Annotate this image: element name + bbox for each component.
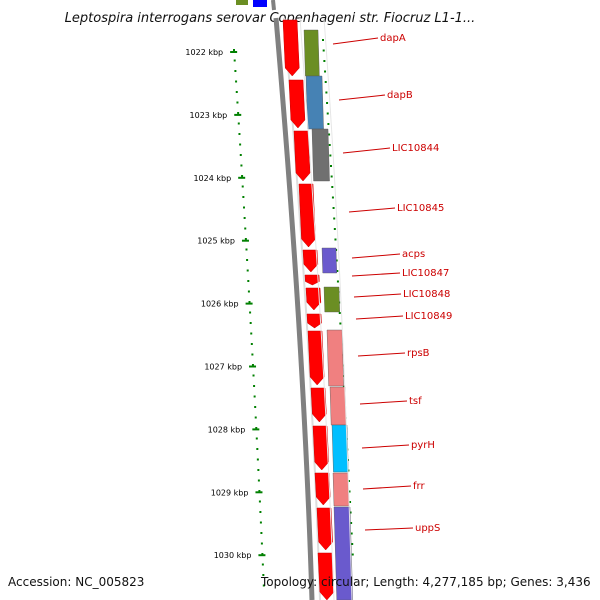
feature-track: [299, 17, 353, 600]
gene-label-lic10845[interactable]: LIC10845: [397, 203, 444, 214]
scale-tick-label: 1030 kbp: [214, 551, 252, 560]
gene-label-connector: [353, 293, 402, 298]
gene-label-rpsb[interactable]: rpsB: [407, 348, 430, 359]
backbone-ring: [273, 17, 315, 600]
feature-block-lic10848: [323, 286, 340, 313]
scale-tick-label: 1029 kbp: [211, 488, 249, 497]
feature-block-upps: [333, 506, 353, 600]
feature-block-pyrh: [331, 424, 349, 473]
scale-tick-label: 1025 kbp: [197, 237, 235, 246]
gene-label-lic10849[interactable]: LIC10849: [405, 311, 452, 322]
accession-text: Accession: NC_005823: [8, 575, 145, 589]
gene-label-upps[interactable]: uppS: [415, 523, 440, 534]
feature-block-dapa: [303, 29, 320, 77]
gene-label-connector: [355, 315, 404, 320]
feature-block-dapb: [305, 75, 324, 130]
cds-arrow: [314, 472, 331, 506]
cds-arrow: [306, 313, 322, 329]
scale-tick-label: 1022 kbp: [185, 48, 223, 57]
gene-label-connector: [361, 444, 410, 449]
gene-label-connector: [351, 272, 401, 277]
gene-label-acps[interactable]: acps: [402, 249, 425, 260]
gene-label-lic10847[interactable]: LIC10847: [402, 268, 449, 279]
gene-label-lic10844[interactable]: LIC10844: [392, 143, 439, 154]
gene-label-connector: [342, 147, 391, 154]
feature-track-outline: [299, 17, 335, 600]
cds-arrow: [310, 387, 327, 423]
cds-arrow: [316, 507, 333, 551]
gene-label-connector: [357, 352, 406, 357]
gene-label-connector: [332, 37, 379, 45]
gene-label-connector: [364, 527, 414, 531]
scale-tick-label: 1024 kbp: [193, 174, 231, 183]
gene-label-dapa[interactable]: dapA: [380, 33, 406, 44]
feature-block-rpsb: [326, 329, 344, 387]
cds-arrow: [312, 425, 330, 471]
cds-arrow: [304, 274, 320, 286]
map-title: Leptospira interrogans serovar Copenhage…: [64, 11, 476, 26]
cds-track: [282, 19, 335, 600]
topology-text: Topology: circular; Length: 4,277,185 bp…: [261, 575, 591, 589]
feature-block-lic10844: [311, 128, 330, 182]
gene-label-pyrh[interactable]: pyrH: [411, 440, 435, 451]
cds-arrow: [302, 249, 319, 273]
scale-tick-label: 1028 kbp: [208, 425, 246, 434]
cds-arrow: [305, 287, 322, 311]
gene-label-connector: [338, 94, 386, 101]
cds-arrow: [288, 79, 306, 129]
feature-block-frr: [332, 472, 350, 507]
gene-label-connector: [359, 400, 408, 405]
feature-track-outline: [323, 17, 353, 600]
gene-label-lic10848[interactable]: LIC10848: [403, 289, 450, 300]
scale-major-ticks: 1022 kbp 1023 kbp 1024 kbp 1025 kbp 1026 kbp…: [185, 48, 266, 560]
gene-labels: dapA dapB LIC10844 LIC10845 acps LIC10847 LIC1…: [332, 33, 452, 534]
cds-arrow: [293, 130, 311, 182]
top-backbone-stub: [271, 0, 276, 11]
gene-label-dapb[interactable]: dapB: [387, 90, 413, 101]
cds-arrow: [317, 552, 335, 600]
scale-tick-label: 1023 kbp: [190, 111, 228, 120]
gene-label-frr[interactable]: frr: [413, 481, 425, 492]
gene-label-connector: [362, 485, 412, 490]
feature-block-tsf: [329, 386, 347, 426]
top-feature-green: [236, 0, 248, 5]
gene-label-connector: [351, 253, 401, 259]
cds-arrow: [282, 19, 300, 77]
top-feature-blue: [253, 0, 267, 7]
feature-block-acps: [321, 247, 337, 274]
gene-label-connector: [348, 207, 396, 213]
gene-label-tsf[interactable]: tsf: [409, 396, 422, 407]
scale-tick-label: 1026 kbp: [201, 300, 239, 309]
scale-tick-label: 1027 kbp: [204, 363, 242, 372]
cds-arrow: [307, 330, 325, 386]
cds-arrow: [298, 183, 316, 248]
